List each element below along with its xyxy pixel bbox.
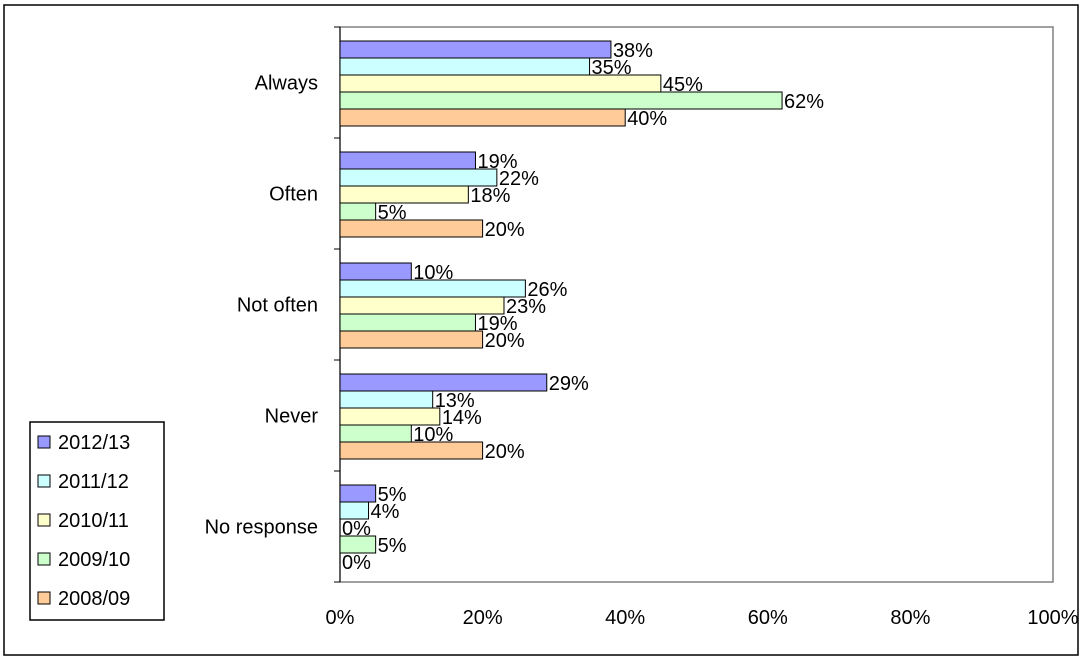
legend-swatch: [37, 435, 51, 449]
data-label: 20%: [485, 219, 525, 241]
data-label: 0%: [342, 552, 371, 574]
x-tick-label: 100%: [1027, 607, 1078, 629]
data-label: 0%: [342, 518, 371, 540]
bar: [339, 330, 484, 349]
data-label: 22%: [499, 168, 539, 190]
data-label: 20%: [485, 441, 525, 463]
bar: [339, 151, 476, 170]
category-label: Never: [265, 406, 319, 428]
bar: [339, 313, 476, 332]
category-label: Not often: [237, 295, 318, 317]
bar: [339, 296, 505, 315]
bar: [339, 40, 612, 59]
legend-swatch: [37, 474, 51, 488]
bars-layer: [339, 40, 783, 554]
data-label: 18%: [470, 185, 510, 207]
legend-label: 2011/12: [58, 471, 129, 493]
data-label: 20%: [485, 330, 525, 352]
bar: [339, 424, 412, 443]
bar: [339, 373, 548, 392]
data-label: 14%: [442, 407, 482, 429]
data-label: 23%: [506, 296, 546, 318]
x-tick-label: 60%: [748, 607, 788, 629]
category-label: Always: [255, 73, 318, 95]
legend-label: 2010/11: [58, 510, 129, 532]
data-label: 45%: [663, 74, 703, 96]
axes-layer: Always Often Not often Never No response 0% 20…: [205, 26, 1079, 629]
data-label: 19%: [477, 151, 517, 173]
legend-label: 2012/13: [58, 432, 130, 454]
legend-swatch: [37, 513, 51, 527]
data-label: 5%: [378, 535, 407, 557]
data-label: 38%: [613, 40, 653, 62]
bar: [339, 185, 469, 204]
bar: [339, 262, 412, 281]
data-label: 5%: [378, 484, 407, 506]
bar: [339, 441, 484, 460]
data-label: 4%: [371, 501, 400, 523]
category-label: No response: [205, 517, 318, 539]
bar: [339, 91, 783, 110]
data-label: 5%: [378, 202, 407, 224]
bar: [339, 390, 434, 409]
x-tick-label: 80%: [890, 607, 930, 629]
category-label: Often: [269, 184, 318, 206]
bar: [339, 219, 484, 238]
bar: [339, 501, 370, 520]
legend-label: 2009/10: [58, 549, 130, 571]
legend: 2012/13 2011/12 2010/11 2009/10 2008/09: [29, 421, 165, 621]
bar: [339, 57, 591, 76]
legend-swatch: [37, 591, 51, 605]
bar: [339, 108, 626, 127]
data-label: 40%: [627, 108, 667, 130]
bar: [339, 202, 377, 221]
legend-box: [29, 421, 165, 621]
x-tick-label: 20%: [463, 607, 503, 629]
data-label: 26%: [527, 279, 567, 301]
data-label: 10%: [413, 424, 453, 446]
data-label: 62%: [784, 91, 824, 113]
x-tick-label: 40%: [605, 607, 645, 629]
legend-swatch: [37, 552, 51, 566]
data-label: 13%: [435, 390, 475, 412]
data-label: 29%: [549, 373, 589, 395]
data-label: 19%: [477, 313, 517, 335]
data-label: 10%: [413, 262, 453, 284]
legend-label: 2008/09: [58, 588, 130, 610]
bar: [339, 484, 377, 503]
x-tick-label: 0%: [326, 607, 355, 629]
data-labels-layer: 38%35%45%62%40%19%22%18%5%20%10%26%23%19…: [342, 40, 824, 574]
bar: [339, 407, 441, 426]
bar: [339, 168, 498, 187]
data-label: 35%: [592, 57, 632, 79]
